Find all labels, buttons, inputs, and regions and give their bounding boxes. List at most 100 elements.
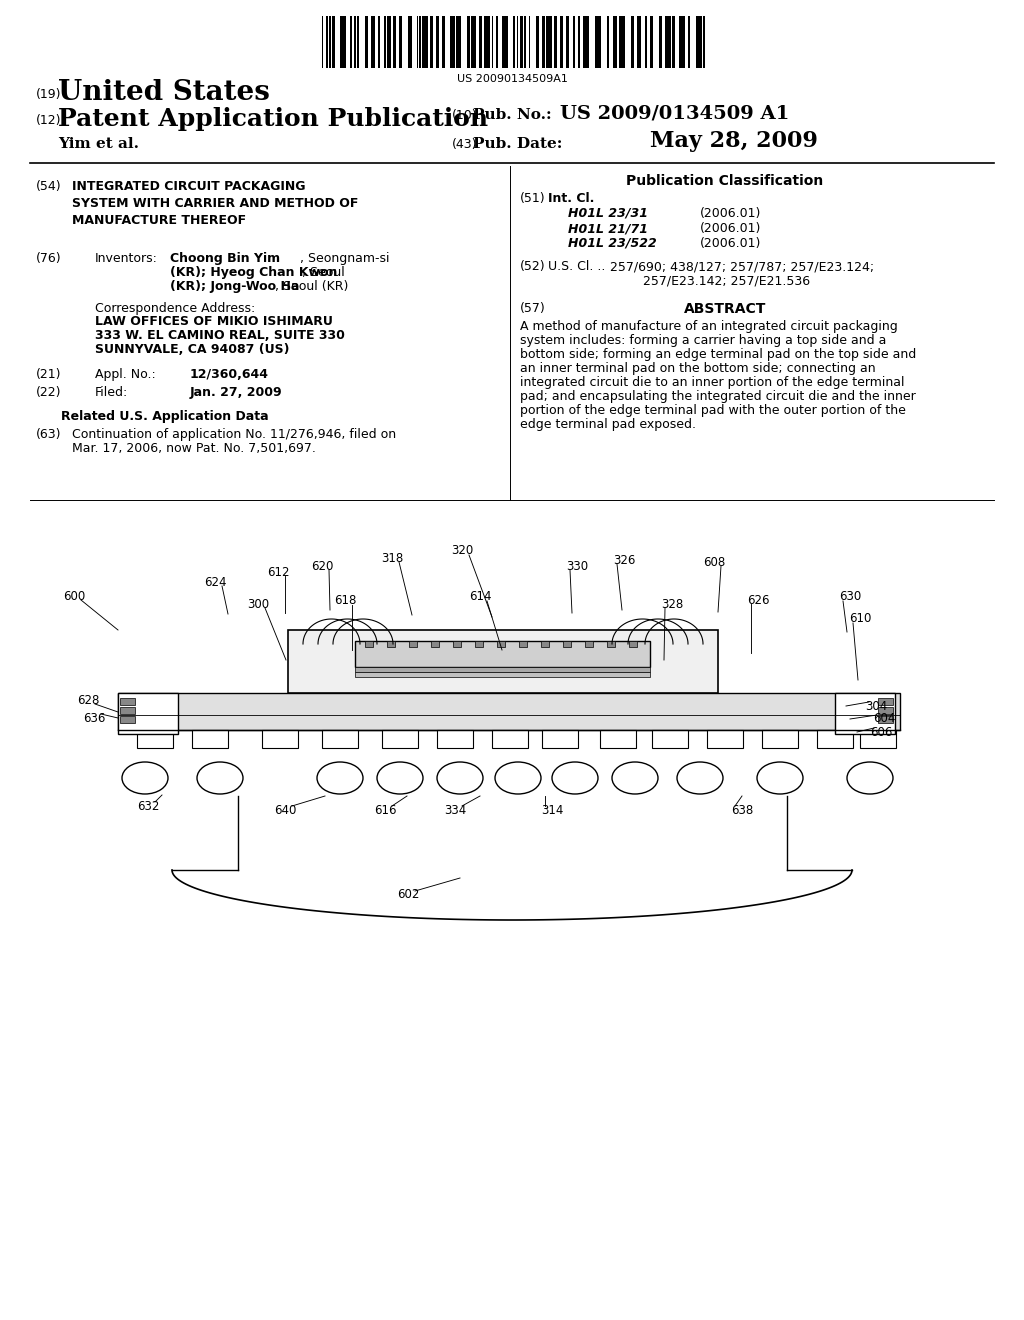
Text: 630: 630 <box>839 590 861 603</box>
Bar <box>652 730 688 748</box>
Bar <box>398 16 401 69</box>
Text: 600: 600 <box>62 590 85 602</box>
Text: (KR); Jong-Woo Ha: (KR); Jong-Woo Ha <box>170 280 299 293</box>
Bar <box>365 16 368 69</box>
Bar <box>393 16 396 69</box>
Text: , Seongnam-si: , Seongnam-si <box>300 252 389 265</box>
Bar <box>354 16 356 69</box>
Text: Pub. Date:: Pub. Date: <box>473 137 562 150</box>
Bar <box>707 730 743 748</box>
Bar <box>600 730 636 748</box>
Ellipse shape <box>612 762 658 795</box>
Bar <box>355 642 650 667</box>
Text: Correspondence Address:: Correspondence Address: <box>95 302 255 315</box>
Bar <box>878 715 893 723</box>
Text: 330: 330 <box>566 560 588 573</box>
Bar <box>607 16 608 69</box>
Text: 326: 326 <box>612 553 635 566</box>
Text: (43): (43) <box>452 139 477 150</box>
Bar <box>451 16 455 69</box>
Text: Jan. 27, 2009: Jan. 27, 2009 <box>190 385 283 399</box>
Ellipse shape <box>437 762 483 795</box>
Ellipse shape <box>552 762 598 795</box>
Bar <box>436 16 438 69</box>
Bar <box>817 730 853 748</box>
Bar <box>547 16 552 69</box>
Text: Yim et al.: Yim et al. <box>58 137 139 150</box>
Bar <box>520 16 523 69</box>
Bar <box>382 730 418 748</box>
Text: US 2009/0134509 A1: US 2009/0134509 A1 <box>560 106 790 123</box>
Text: (2006.01): (2006.01) <box>700 238 762 249</box>
Bar <box>519 642 527 647</box>
Bar <box>120 698 135 705</box>
Bar <box>417 16 418 69</box>
Text: A method of manufacture of an integrated circuit packaging: A method of manufacture of an integrated… <box>520 319 898 333</box>
Bar <box>528 16 530 69</box>
Bar <box>637 16 641 69</box>
Text: (10): (10) <box>452 110 477 121</box>
Bar <box>478 16 481 69</box>
Ellipse shape <box>495 762 541 795</box>
Bar <box>563 642 571 647</box>
Text: bottom side; forming an edge terminal pad on the top side and: bottom side; forming an edge terminal pa… <box>520 348 916 360</box>
Bar <box>688 16 690 69</box>
Bar <box>384 16 385 69</box>
Text: Appl. No.:: Appl. No.: <box>95 368 156 381</box>
Bar <box>333 16 335 69</box>
Bar <box>565 16 568 69</box>
Bar <box>437 730 473 748</box>
Text: 318: 318 <box>381 552 403 565</box>
Text: H01L 21/71: H01L 21/71 <box>568 222 648 235</box>
Bar <box>420 16 421 69</box>
Text: pad; and encapsulating the integrated circuit die and the inner: pad; and encapsulating the integrated ci… <box>520 389 915 403</box>
Text: Filed:: Filed: <box>95 385 128 399</box>
Bar <box>409 642 417 647</box>
Text: 626: 626 <box>746 594 769 606</box>
Bar <box>322 730 358 748</box>
Bar <box>350 16 351 69</box>
Ellipse shape <box>197 762 243 795</box>
Text: 638: 638 <box>731 804 753 817</box>
Bar <box>878 698 893 705</box>
Bar <box>542 730 578 748</box>
Text: an inner terminal pad on the bottom side; connecting an: an inner terminal pad on the bottom side… <box>520 362 876 375</box>
Text: (19): (19) <box>36 88 61 102</box>
Bar <box>695 16 701 69</box>
Bar <box>457 16 461 69</box>
Text: 314: 314 <box>541 804 563 817</box>
Text: 636: 636 <box>83 711 105 725</box>
Bar <box>860 730 896 748</box>
Bar <box>629 642 637 647</box>
Bar <box>118 693 900 730</box>
Text: 632: 632 <box>137 800 159 813</box>
Text: 640: 640 <box>273 804 296 817</box>
Bar <box>573 16 574 69</box>
Bar <box>878 708 893 714</box>
Bar <box>672 16 675 69</box>
Text: (22): (22) <box>36 385 61 399</box>
Bar <box>658 16 662 69</box>
Bar <box>541 642 549 647</box>
Bar <box>322 16 324 69</box>
Bar <box>613 16 617 69</box>
Bar <box>618 16 625 69</box>
Bar <box>330 16 331 69</box>
Text: LAW OFFICES OF MIKIO ISHIMARU: LAW OFFICES OF MIKIO ISHIMARU <box>95 315 333 327</box>
Text: Mar. 17, 2006, now Pat. No. 7,501,697.: Mar. 17, 2006, now Pat. No. 7,501,697. <box>72 442 315 455</box>
Bar <box>665 16 671 69</box>
Text: (76): (76) <box>36 252 61 265</box>
Text: (52): (52) <box>520 260 546 273</box>
Text: (21): (21) <box>36 368 61 381</box>
Text: U.S. Cl. ..: U.S. Cl. .. <box>548 260 605 273</box>
Text: 334: 334 <box>443 804 466 817</box>
Bar <box>387 16 391 69</box>
Bar <box>703 16 705 69</box>
Bar <box>327 16 328 69</box>
Text: (54): (54) <box>36 180 61 193</box>
Text: Pub. No.:: Pub. No.: <box>473 108 557 121</box>
Text: (51): (51) <box>520 191 546 205</box>
Text: 618: 618 <box>334 594 356 607</box>
Ellipse shape <box>377 762 423 795</box>
Ellipse shape <box>122 762 168 795</box>
